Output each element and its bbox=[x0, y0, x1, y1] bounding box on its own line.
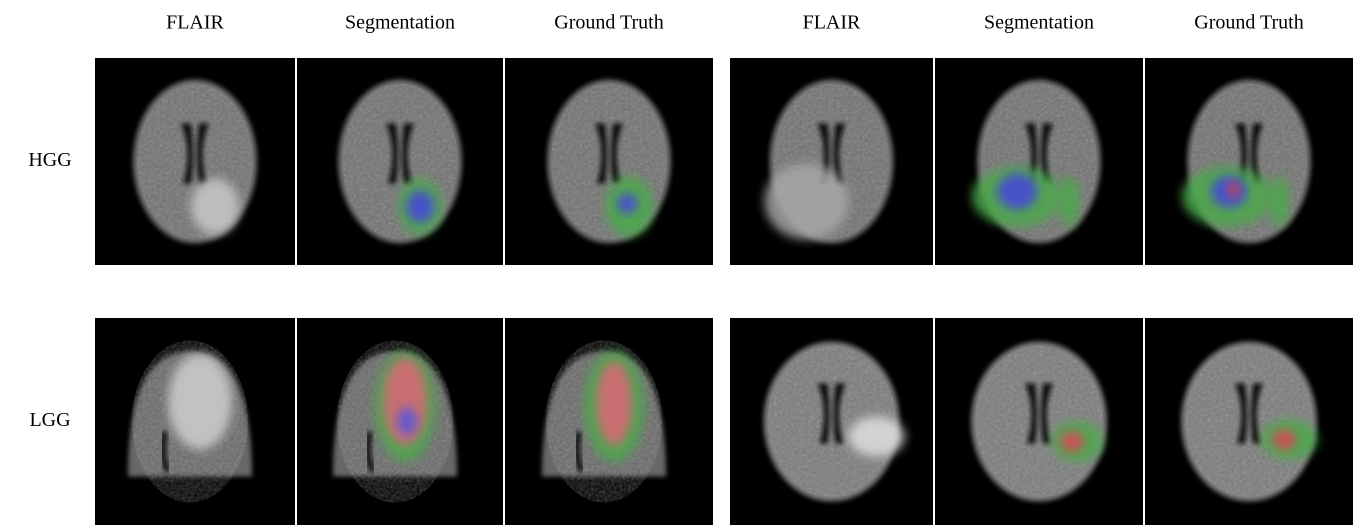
lesion bbox=[191, 179, 239, 235]
lesion bbox=[765, 164, 849, 240]
image-panel bbox=[297, 318, 503, 525]
lesion bbox=[168, 354, 232, 450]
row-label: HGG bbox=[28, 149, 71, 171]
column-header: FLAIR bbox=[803, 12, 861, 34]
image-panel bbox=[505, 58, 713, 265]
column-header: FLAIR bbox=[166, 12, 224, 34]
lesion bbox=[406, 191, 434, 223]
lesion bbox=[997, 174, 1037, 210]
column-header: Segmentation bbox=[984, 12, 1094, 34]
lesion bbox=[1060, 432, 1084, 452]
lesion bbox=[1272, 430, 1296, 450]
lesion bbox=[1059, 177, 1079, 227]
lesion bbox=[849, 417, 905, 457]
image-panel bbox=[730, 58, 933, 265]
image-panel bbox=[730, 318, 933, 525]
column-header: Ground Truth bbox=[554, 12, 663, 34]
column-header: Segmentation bbox=[345, 12, 455, 34]
lesion bbox=[1269, 177, 1289, 227]
column-header: Ground Truth bbox=[1194, 12, 1303, 34]
image-panel bbox=[95, 318, 295, 525]
image-panel bbox=[1145, 318, 1353, 525]
lesion bbox=[596, 362, 632, 446]
row-label: LGG bbox=[29, 409, 70, 431]
image-panel bbox=[505, 318, 713, 525]
image-panel bbox=[935, 58, 1143, 265]
image-panel bbox=[95, 58, 295, 265]
image-panel bbox=[1145, 58, 1353, 265]
lesion bbox=[397, 408, 417, 436]
figure: FLAIR Segmentation Ground Truth FLAIR Segmen… bbox=[0, 0, 1353, 525]
lesion bbox=[617, 194, 637, 214]
brain-texture bbox=[975, 346, 1103, 498]
image-panel bbox=[935, 318, 1143, 525]
image-panel bbox=[297, 58, 503, 265]
lesion bbox=[1227, 182, 1239, 198]
